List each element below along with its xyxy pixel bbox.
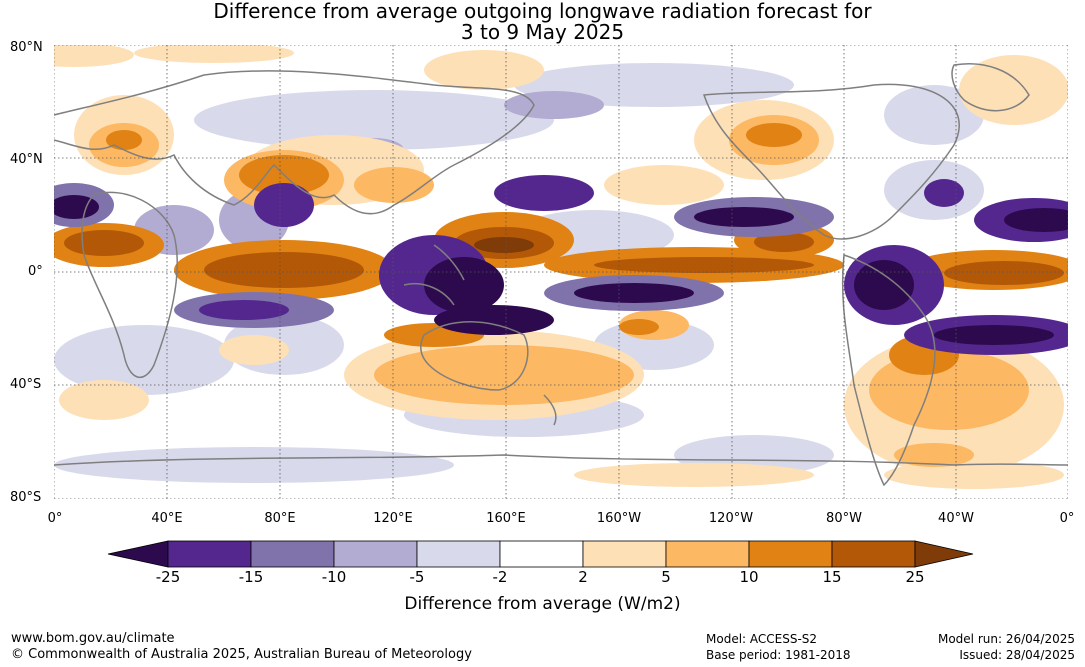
lon-label-80w: 80°W bbox=[826, 511, 862, 526]
colorbar-segment bbox=[499, 540, 584, 568]
gridlines bbox=[54, 45, 1068, 499]
colorbar-segment bbox=[748, 540, 833, 568]
lon-label-40e: 40°E bbox=[151, 511, 183, 526]
colorbar-tick: 2 bbox=[578, 568, 588, 586]
lat-label-80n: 80°N bbox=[10, 40, 43, 55]
lon-label-160w: 160°W bbox=[596, 511, 642, 526]
colorbar-segment bbox=[665, 540, 750, 568]
colorbar-segment bbox=[333, 540, 418, 568]
colorbar-tick: 25 bbox=[905, 568, 925, 586]
colorbar-segment bbox=[167, 540, 252, 568]
coastlines bbox=[54, 63, 1068, 487]
colorbar-extend-high bbox=[914, 540, 974, 568]
base-period-text: Base period: 1981-2018 bbox=[706, 648, 851, 662]
lat-label-80s: 80°S bbox=[10, 490, 42, 505]
colorbar-tick: -10 bbox=[321, 568, 347, 586]
colorbar-tick: -15 bbox=[238, 568, 264, 586]
lat-label-40n: 40°N bbox=[10, 152, 43, 167]
lat-label-40s: 40°S bbox=[10, 377, 42, 392]
chart-title-line-2: 3 to 9 May 2025 bbox=[460, 20, 625, 44]
colorbar-segment bbox=[831, 540, 916, 568]
lon-label-80e: 80°E bbox=[264, 511, 296, 526]
model-text: Model: ACCESS-S2 bbox=[706, 632, 818, 646]
lon-label-120e: 120°E bbox=[373, 511, 413, 526]
colorbar-segment bbox=[416, 540, 501, 568]
issued-text: Issued: 28/04/2025 bbox=[959, 648, 1075, 662]
chart-title-line-1: Difference from average outgoing longwav… bbox=[213, 0, 872, 23]
website-text: www.bom.gov.au/climate bbox=[11, 631, 175, 646]
colorbar-tick: 10 bbox=[739, 568, 759, 586]
colorbar-segment bbox=[250, 540, 335, 568]
model-run-text: Model run: 26/04/2025 bbox=[937, 632, 1075, 646]
lon-label-160e: 160°E bbox=[486, 511, 526, 526]
lon-label-120w: 120°W bbox=[708, 511, 754, 526]
colorbar-tick: 15 bbox=[822, 568, 842, 586]
colorbar-tick: -2 bbox=[492, 568, 508, 586]
colorbar-label: Difference from average (W/m2) bbox=[404, 594, 681, 614]
anomaly-fields bbox=[54, 45, 1068, 489]
colorbar-extend-low bbox=[107, 540, 169, 568]
copyright-text: © Commonwealth of Australia 2025, Austra… bbox=[11, 647, 472, 662]
colorbar-tick: -25 bbox=[155, 568, 181, 586]
lon-label-0-right: 0° bbox=[1059, 511, 1075, 526]
lat-label-equator: 0° bbox=[28, 264, 43, 279]
lon-label-40w: 40°W bbox=[938, 511, 974, 526]
olr-anomaly-map bbox=[54, 45, 1068, 499]
colorbar bbox=[107, 540, 974, 568]
lon-label-0: 0° bbox=[47, 511, 63, 526]
colorbar-segment bbox=[582, 540, 667, 568]
colorbar-tick: -5 bbox=[409, 568, 425, 586]
colorbar-tick: 5 bbox=[661, 568, 671, 586]
